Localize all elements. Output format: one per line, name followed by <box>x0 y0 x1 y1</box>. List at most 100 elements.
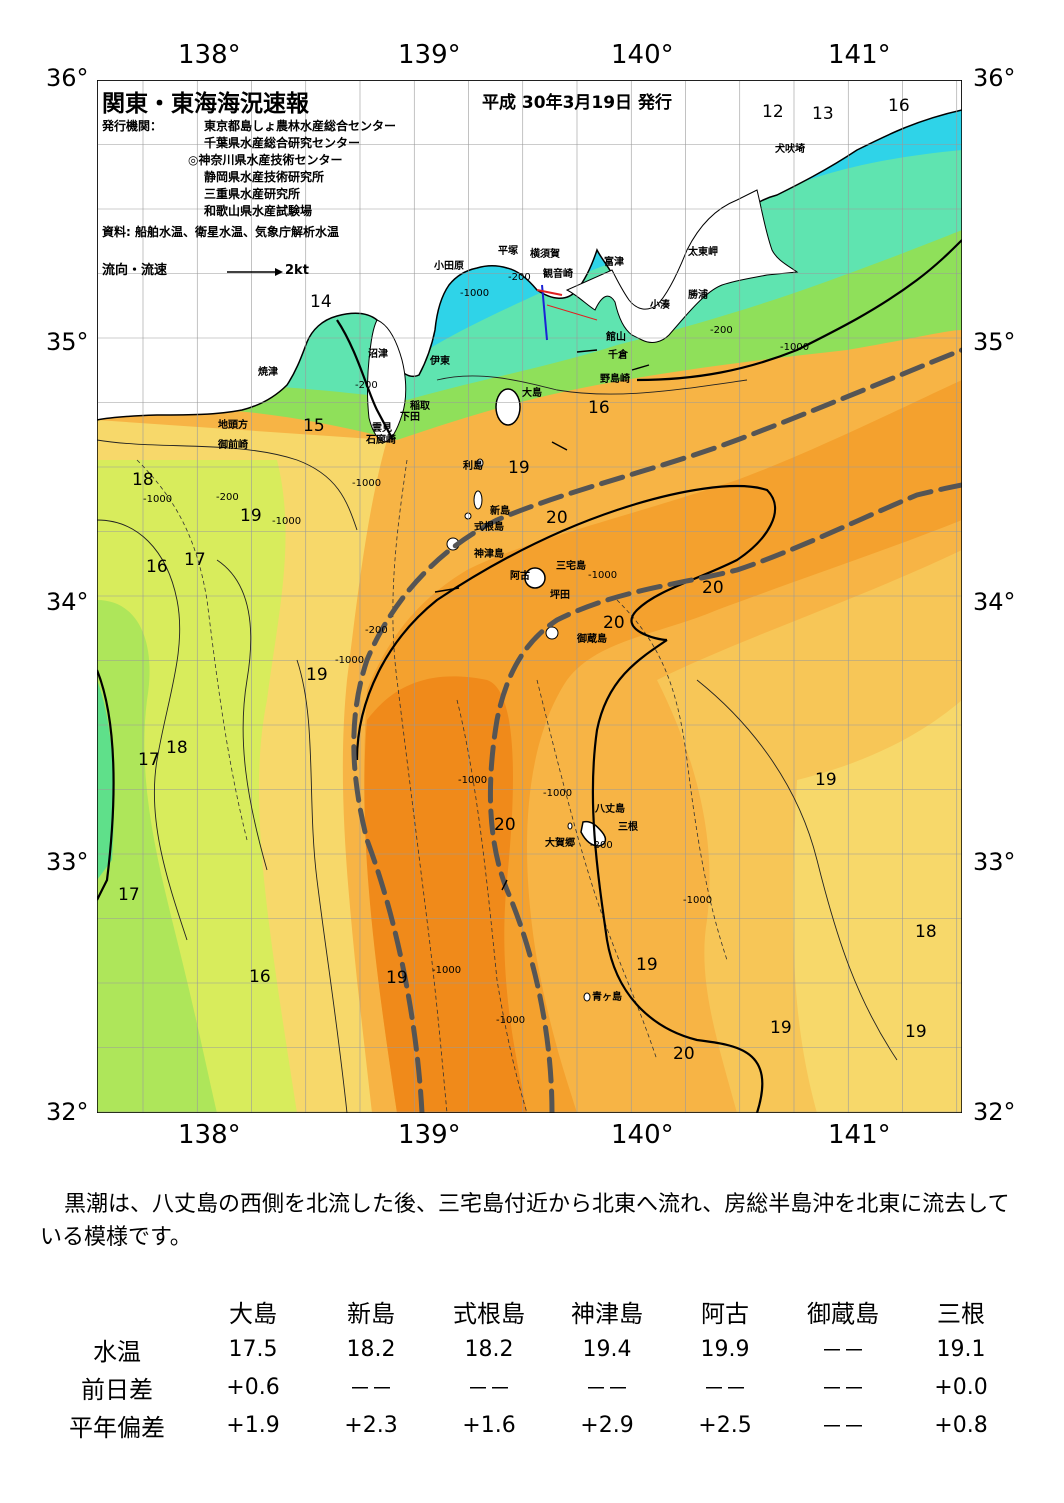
table-cell: －－ <box>820 1339 865 1364</box>
place-inatori: 稲取 <box>410 401 430 412</box>
legend-arrow <box>227 268 283 276</box>
place-mikurajima: 御蔵島 <box>577 634 607 645</box>
table-cell: 19.9 <box>700 1336 750 1362</box>
place-kozushima: 神津島 <box>474 549 504 560</box>
isotherm-20-south <box>591 639 764 1113</box>
table-cell: 18.2 <box>346 1336 396 1362</box>
lon-label-top-138: 138° <box>178 40 241 70</box>
isotherm-label: 19 <box>386 968 408 988</box>
bay-current-lines <box>536 284 598 341</box>
isotherm-label: 19 <box>815 770 837 790</box>
depth-label: -200 <box>508 272 531 283</box>
table-row: 前日差 +0.6 －－ －－ －－ －－ －－ +0.0 <box>40 1368 1020 1406</box>
table-cell: +0.0 <box>934 1374 988 1400</box>
lat-label-right-34: 34° <box>973 588 1016 616</box>
place-kannonzaki: 観音崎 <box>543 269 573 280</box>
place-mitsune: 三根 <box>618 822 638 833</box>
island-oshima <box>495 388 521 426</box>
lon-label-top-140: 140° <box>611 40 674 70</box>
lon-label-top-141: 141° <box>828 40 891 70</box>
depth-label: -200 <box>590 840 613 851</box>
row-label: 平年偏差 <box>69 1413 165 1442</box>
depth-contours <box>136 459 728 1113</box>
place-hachijojima: 八丈島 <box>595 804 625 815</box>
place-numazu: 沼津 <box>368 349 388 360</box>
lon-label-bottom-141: 141° <box>828 1120 891 1150</box>
table-cell: －－ <box>702 1377 747 1402</box>
lat-label-left-33: 33° <box>46 848 89 876</box>
current-arrow <box>631 364 650 371</box>
current-arrow <box>576 349 598 353</box>
place-shimoda: 下田 <box>400 412 420 423</box>
place-shikinejima: 式根島 <box>474 522 504 533</box>
place-ito: 伊東 <box>430 356 450 367</box>
isotherm-label: 19 <box>240 506 262 526</box>
isotherm-label: 16 <box>588 398 610 418</box>
island-mikurajima <box>545 626 559 640</box>
table-cell: +0.6 <box>226 1374 280 1400</box>
depth-label: -1000 <box>460 288 490 299</box>
column-header: 式根島 <box>453 1299 525 1328</box>
bay-line <box>541 284 548 341</box>
table-cell: 18.2 <box>464 1336 514 1362</box>
issuer-4: 静岡県水産技術研究所 <box>204 170 325 184</box>
legend-label: 流向・流速 <box>102 263 168 278</box>
place-aogashima: 青ヶ島 <box>592 992 622 1003</box>
isotherm <box>216 559 268 871</box>
lon-label-top-139: 139° <box>398 40 461 70</box>
place-niijima: 新島 <box>490 506 510 517</box>
isotherm-label: 16 <box>146 557 168 577</box>
current-arrow <box>551 441 568 451</box>
legend-speed: 2kt <box>285 263 309 278</box>
place-taitomisaki: 太東岬 <box>688 247 718 258</box>
lat-label-right-36: 36° <box>973 64 1016 92</box>
table-cell: +2.9 <box>580 1412 634 1438</box>
column-header: 三根 <box>937 1299 985 1328</box>
depth-label: -1000 <box>432 965 462 976</box>
isotherm-label: 18 <box>166 738 188 758</box>
lat-label-right-35: 35° <box>973 328 1016 356</box>
depth-label: -1000 <box>335 655 365 666</box>
major-isotherms <box>97 239 962 1113</box>
isotherm-label: 20 <box>603 613 625 633</box>
table-cell: －－ <box>820 1415 865 1440</box>
place-miyakejima: 三宅島 <box>556 561 586 572</box>
isotherm-label: 20 <box>494 815 516 835</box>
isotherm-label: 18 <box>132 470 154 490</box>
depth-label: -1000 <box>458 775 488 786</box>
isotherm-label: 19 <box>905 1022 927 1042</box>
isotherm-label: 20 <box>673 1044 695 1064</box>
depth-label: -1000 <box>683 895 713 906</box>
isotherm-label: 17 <box>184 550 206 570</box>
place-tsubota: 坪田 <box>550 590 570 601</box>
place-irozaki: 石廊崎 <box>366 435 396 446</box>
place-inubozaki: 犬吠埼 <box>775 144 805 155</box>
isotherm-20 <box>355 485 777 761</box>
depth-label: -1000 <box>543 788 573 799</box>
sea-temperature-map <box>97 80 962 1113</box>
issuer-6: 和歌山県水産試験場 <box>204 204 313 218</box>
place-yokosuka: 横須賀 <box>530 249 560 260</box>
map-grid <box>97 80 962 1113</box>
place-omaezaki: 御前崎 <box>218 440 248 451</box>
issuer-label: 発行機関： <box>102 119 163 133</box>
isotherm <box>97 519 188 941</box>
depth-label: -200 <box>216 492 239 503</box>
depth-label: -1000 <box>143 494 173 505</box>
depth-contour <box>536 679 658 1061</box>
depth-label: -200 <box>365 625 388 636</box>
issue-date: 平成 30年3月19日 発行 <box>482 93 672 113</box>
bay-line <box>546 304 598 321</box>
isotherm <box>696 679 898 1061</box>
table-cell: －－ <box>348 1377 393 1402</box>
lat-label-left-36: 36° <box>46 64 89 92</box>
place-odawara: 小田原 <box>434 261 464 272</box>
data-source: 資料: 船舶水温、衛星水温、気象庁解析水温 <box>102 225 339 239</box>
row-label: 水温 <box>93 1337 141 1366</box>
table-cell: －－ <box>820 1377 865 1402</box>
place-chikura: 千倉 <box>608 350 628 361</box>
sea-band-16-west <box>97 680 114 880</box>
issuer-1: 東京都島しょ農林水産総合センター <box>204 119 397 133</box>
lat-label-left-34: 34° <box>46 588 89 616</box>
isotherm <box>436 375 748 395</box>
